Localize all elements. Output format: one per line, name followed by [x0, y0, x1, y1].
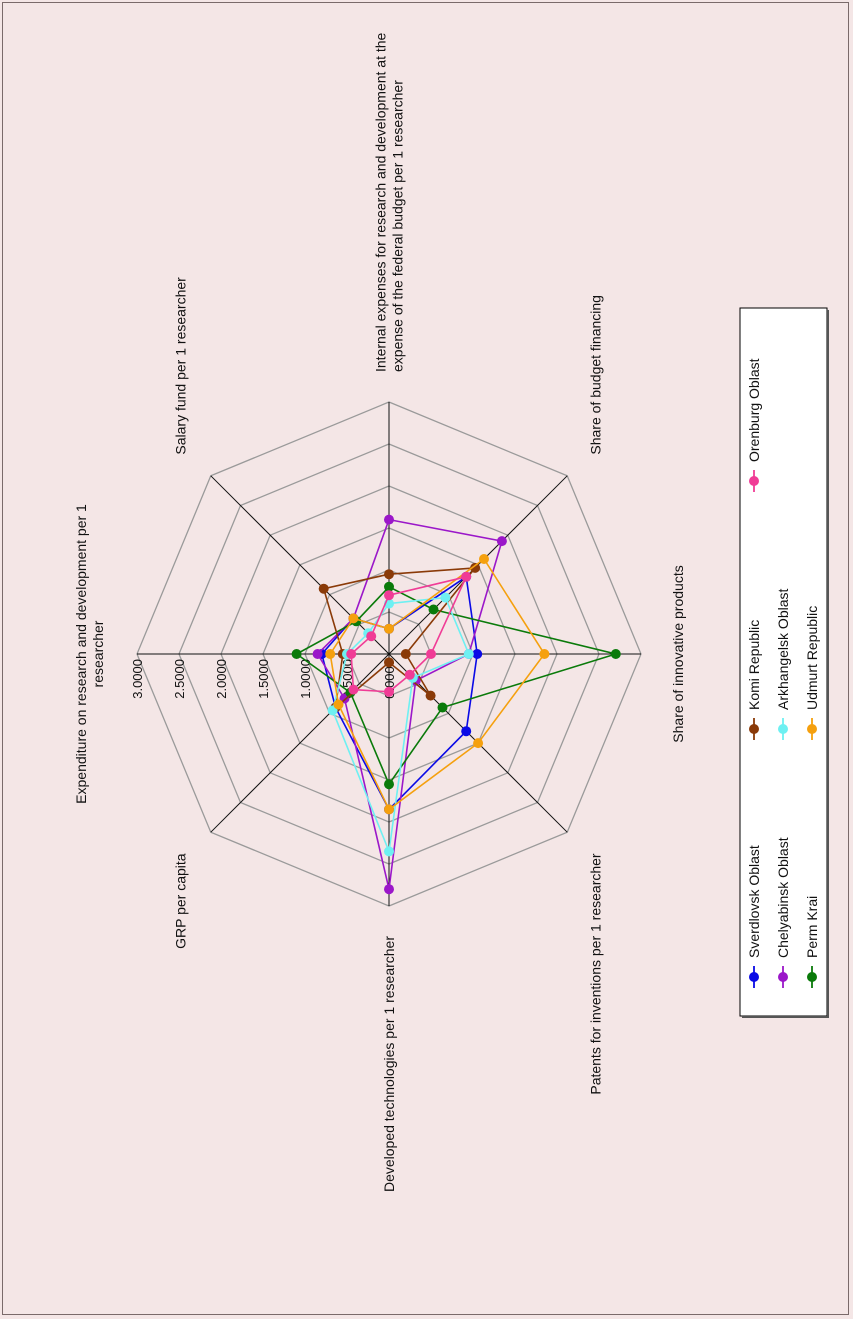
data-point: [461, 571, 472, 582]
axis-label-line: researcher: [90, 620, 106, 687]
data-point: [425, 690, 436, 701]
axis-label-0: Internal expenses for research and devel…: [373, 32, 406, 372]
legend-label: Orenburg Oblast: [746, 358, 762, 462]
data-point: [384, 590, 394, 601]
legend-swatch-marker: [807, 724, 817, 734]
data-point: [539, 649, 550, 659]
radar-spokes: [137, 402, 641, 906]
data-point: [291, 649, 302, 659]
axis-label-line: Salary fund per 1 researcher: [173, 277, 189, 455]
data-point: [479, 554, 489, 564]
legend-items: Sverdlovsk Oblast Chelyabinsk Oblast Perm …: [746, 358, 820, 988]
data-point: [384, 623, 394, 634]
data-point: [496, 536, 507, 547]
legend-label: Udmurt Republic: [804, 606, 820, 710]
legend: Sverdlovsk Oblast Chelyabinsk Oblast Perm …: [739, 307, 829, 1018]
axis-label-line: GRP per capita: [173, 853, 189, 949]
axis-label-line: Patents for inventions per 1 researcher: [587, 853, 603, 1095]
legend-item-1: Chelyabinsk Oblast: [775, 837, 791, 988]
data-point: [440, 592, 451, 603]
axis-label-6: Expenditure on research and development …: [73, 504, 106, 804]
data-point: [428, 604, 439, 615]
data-point: [333, 699, 344, 710]
legend-swatch-marker: [749, 724, 759, 734]
axis-label-line: Developed technologies per 1 researcher: [381, 936, 397, 1192]
data-point: [384, 779, 394, 790]
legend-swatch-marker: [749, 972, 759, 982]
legend-swatch-marker: [778, 972, 788, 982]
radar-plot: 0.00000.50001.00001.50002.00002.50003.00…: [73, 32, 686, 1192]
data-point: [348, 613, 359, 624]
tick-label: 2.5000: [172, 659, 187, 699]
data-point: [426, 649, 436, 659]
legend-box: [739, 307, 828, 1017]
legend-item-3: Komi Republic: [746, 620, 762, 740]
radar-series: [291, 514, 621, 895]
axis-label-4: Developed technologies per 1 researcher: [381, 936, 397, 1192]
axis-label-line: Share of innovative products: [670, 565, 686, 742]
spoke-7: [210, 475, 390, 655]
axis-label-line: expense of the federal budget per 1 rese…: [390, 80, 406, 372]
data-point: [404, 669, 415, 680]
axis-label-1: Share of budget financing: [587, 295, 603, 455]
data-point: [473, 738, 484, 749]
legend-label: Chelyabinsk Oblast: [775, 837, 791, 958]
legend-label: Arkhangelsk Oblast: [775, 588, 791, 710]
axis-label-3: Patents for inventions per 1 researcher: [587, 853, 603, 1095]
data-point: [318, 583, 329, 594]
legend-label: Komi Republic: [746, 620, 762, 710]
axis-label-5: GRP per capita: [173, 853, 189, 949]
data-point: [366, 631, 377, 642]
data-point: [472, 649, 483, 659]
data-point: [384, 569, 394, 580]
legend-swatch-marker: [749, 476, 759, 486]
data-point: [325, 649, 336, 659]
data-point: [437, 702, 448, 713]
axis-label-line: Internal expenses for research and devel…: [373, 32, 389, 372]
legend-item-5: Udmurt Republic: [804, 606, 820, 740]
data-point: [610, 649, 621, 659]
legend-item-6: Orenburg Oblast: [746, 358, 762, 492]
legend-swatch-marker: [778, 724, 788, 734]
data-point: [384, 846, 394, 857]
data-point: [312, 649, 323, 659]
axis-label-line: Share of budget financing: [587, 295, 603, 455]
axis-label-7: Salary fund per 1 researcher: [173, 277, 189, 455]
spoke-5: [210, 653, 390, 833]
data-point: [470, 562, 481, 573]
legend-item-4: Arkhangelsk Oblast: [775, 588, 791, 740]
data-point: [346, 649, 357, 659]
legend-item-0: Sverdlovsk Oblast: [746, 845, 762, 988]
data-point: [384, 804, 394, 815]
data-point: [384, 657, 394, 668]
legend-label: Sverdlovsk Oblast: [746, 845, 762, 958]
tick-label: 1.0000: [298, 659, 313, 699]
legend-label: Perm Krai: [804, 896, 820, 958]
legend-swatch-marker: [807, 972, 817, 982]
tick-label: 2.0000: [214, 659, 229, 699]
axis-label-2: Share of innovative products: [670, 565, 686, 742]
data-point: [400, 649, 411, 659]
tick-label: 3.0000: [130, 659, 145, 699]
data-point: [384, 581, 394, 592]
radar-axis-labels: Internal expenses for research and devel…: [73, 32, 686, 1192]
series-5: [325, 554, 550, 815]
series-6: [346, 571, 472, 697]
data-point: [463, 649, 474, 659]
series-line: [331, 596, 470, 855]
legend-item-2: Perm Krai: [804, 896, 820, 988]
data-point: [384, 884, 394, 895]
axis-label-line: Expenditure on research and development …: [73, 504, 89, 804]
tick-label: 1.5000: [256, 659, 271, 699]
data-point: [384, 686, 394, 697]
data-point: [461, 726, 472, 737]
data-point: [384, 514, 394, 525]
data-point: [348, 684, 359, 695]
